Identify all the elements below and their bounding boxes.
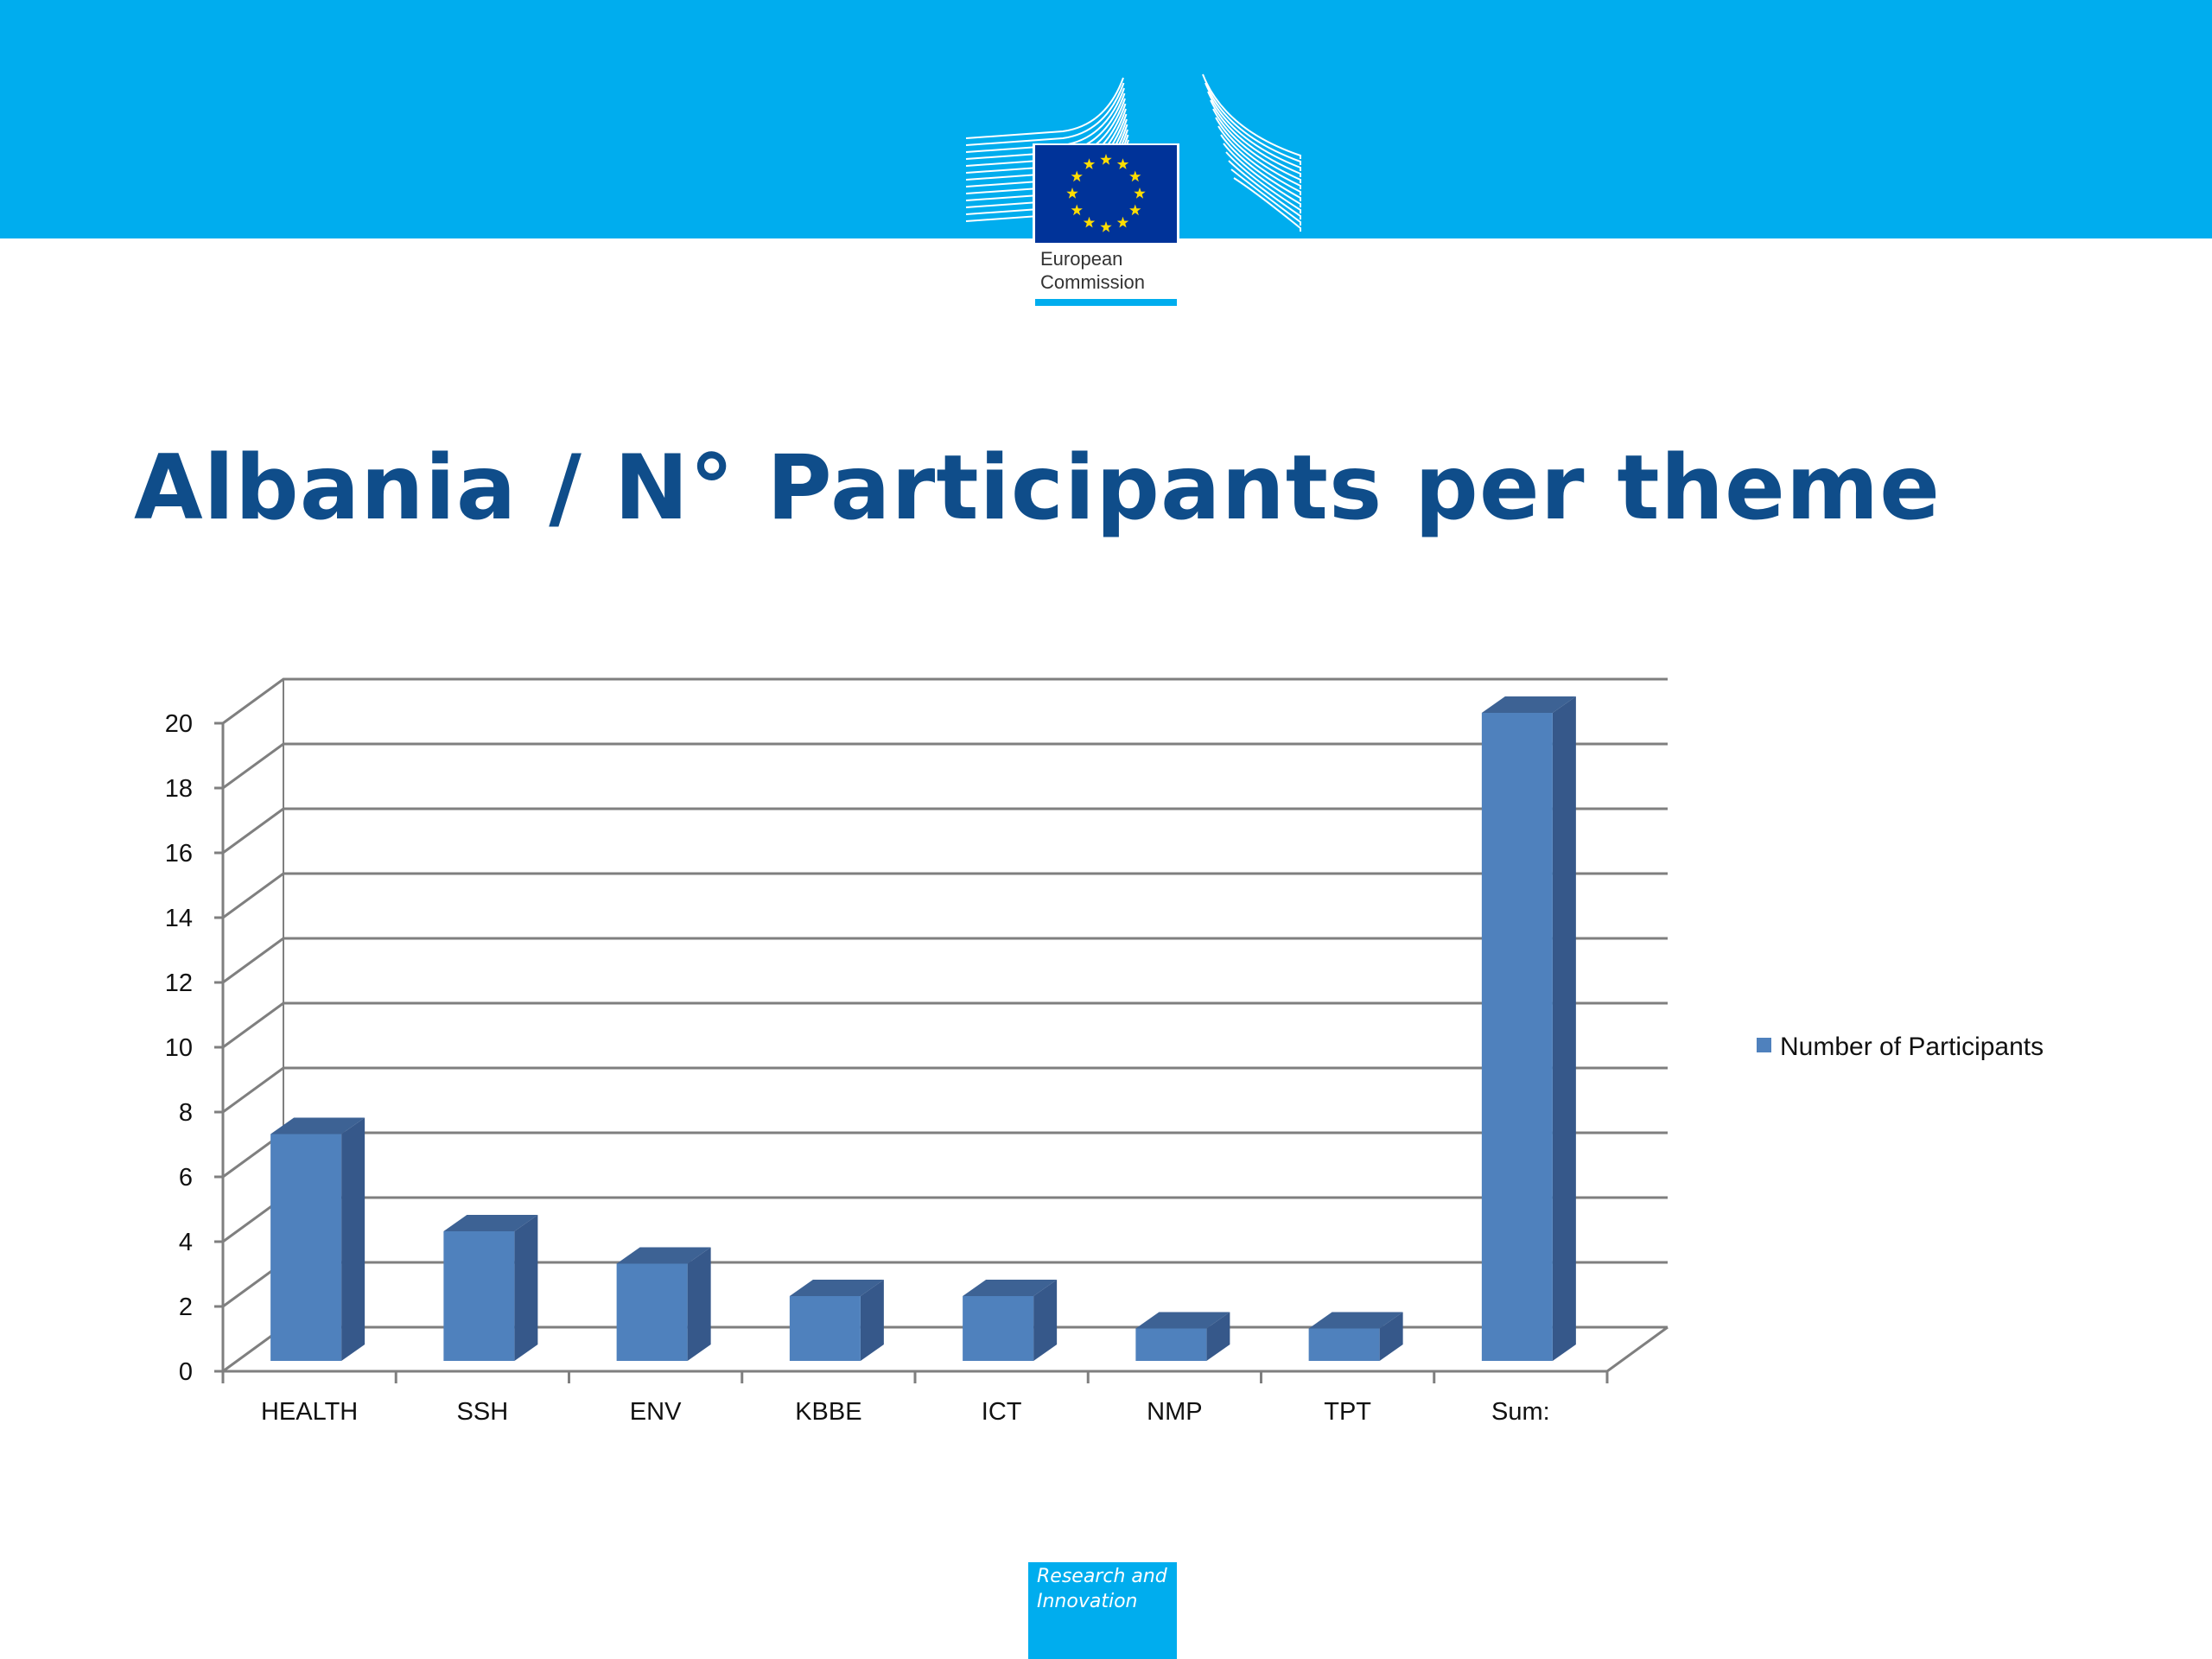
floor-edge: [223, 1325, 1669, 1373]
x-category-label: TPT: [1324, 1398, 1371, 1426]
bar-side: [1552, 696, 1576, 1361]
bar-front: [443, 1231, 515, 1361]
bar-front: [616, 1263, 688, 1361]
eu-star-icon: [1071, 204, 1083, 216]
bar-side: [341, 1117, 365, 1361]
bar-side: [1033, 1280, 1058, 1361]
bar-top: [1308, 1312, 1403, 1329]
research-innovation-badge: Research and Innovation: [1028, 1562, 1177, 1659]
x-category-label: KBBE: [795, 1398, 861, 1426]
bar-top: [1481, 696, 1576, 713]
research-innovation-text: Research and Innovation: [1037, 1564, 1175, 1614]
gridline: [222, 1325, 1668, 1373]
x-category-label: Sum:: [1491, 1398, 1550, 1426]
bar: [1481, 696, 1576, 1361]
bar-top: [270, 1117, 365, 1135]
y-tick-label: 6: [179, 1164, 193, 1192]
y-tick-label: 8: [179, 1099, 193, 1127]
x-category-label: SSH: [457, 1398, 509, 1426]
gridline: [222, 1001, 1668, 1049]
bar-front: [789, 1296, 861, 1361]
bar-side: [860, 1280, 884, 1361]
eu-star-icon: [1129, 204, 1141, 216]
european-commission-logo: European Commission: [959, 69, 1313, 315]
badge-line1: Research and: [1037, 1566, 1167, 1587]
eu-star-icon: [1083, 158, 1096, 169]
x-category-label: NMP: [1147, 1398, 1202, 1426]
bar: [616, 1247, 711, 1361]
gridline: [222, 1261, 1668, 1308]
y-tick-label: 12: [165, 969, 193, 997]
bar-top: [789, 1280, 884, 1296]
bar-front: [963, 1296, 1034, 1361]
bar: [443, 1215, 538, 1361]
eu-star-icon: [1116, 216, 1129, 228]
bar-side: [687, 1247, 711, 1361]
eu-star-icon: [1066, 188, 1078, 199]
eu-star-icon: [1083, 216, 1096, 228]
bar: [1308, 1312, 1403, 1361]
bar-top: [443, 1215, 538, 1231]
legend-label: Number of Participants: [1780, 1033, 2044, 1061]
badge-line2: Innovation: [1037, 1591, 1138, 1612]
gridline: [222, 872, 1668, 919]
gridline: [222, 1066, 1668, 1114]
y-tick-label: 20: [165, 710, 193, 738]
bar-top: [1135, 1312, 1230, 1329]
y-tick-label: 10: [165, 1034, 193, 1062]
eu-star-icon: [1134, 188, 1146, 199]
bar-top: [616, 1247, 711, 1264]
logo-text-line2: Commission: [1040, 271, 1145, 293]
y-tick-label: 0: [179, 1358, 193, 1386]
bar-side: [1379, 1312, 1403, 1361]
bar-front: [1481, 713, 1553, 1361]
logo-text-line1: European: [1040, 248, 1122, 270]
bar: [789, 1280, 884, 1361]
eu-stars-icon: [1066, 154, 1146, 232]
x-category-label: ENV: [630, 1398, 682, 1426]
bar-side: [514, 1215, 538, 1361]
gridline: [222, 677, 1668, 725]
gridline: [222, 807, 1668, 855]
x-category-label: HEALTH: [261, 1398, 358, 1426]
eu-star-icon: [1129, 170, 1141, 182]
x-category-label: ICT: [982, 1398, 1022, 1426]
bar-side: [1206, 1312, 1230, 1361]
bar-front: [1135, 1328, 1207, 1361]
y-tick-label: 2: [179, 1294, 193, 1321]
bar: [963, 1280, 1058, 1361]
gridline: [222, 1196, 1668, 1243]
y-tick-label: 4: [179, 1229, 193, 1256]
y-tick-label: 14: [165, 905, 193, 932]
bar-front: [1308, 1328, 1380, 1361]
eu-star-icon: [1071, 170, 1083, 182]
eu-star-icon: [1100, 154, 1112, 165]
gridline: [222, 1131, 1668, 1179]
bar: [1135, 1312, 1230, 1361]
slide-title: Albania / N° Participants per theme: [134, 436, 1942, 540]
gridline: [222, 937, 1668, 984]
y-tick-label: 18: [165, 775, 193, 803]
legend-swatch: [1757, 1038, 1771, 1052]
eu-star-icon: [1100, 221, 1112, 232]
y-tick-label: 16: [165, 840, 193, 868]
eu-star-icon: [1116, 158, 1129, 169]
bar-front: [270, 1134, 342, 1361]
gridline: [222, 742, 1668, 790]
bar-top: [963, 1280, 1058, 1296]
bar: [270, 1117, 365, 1361]
